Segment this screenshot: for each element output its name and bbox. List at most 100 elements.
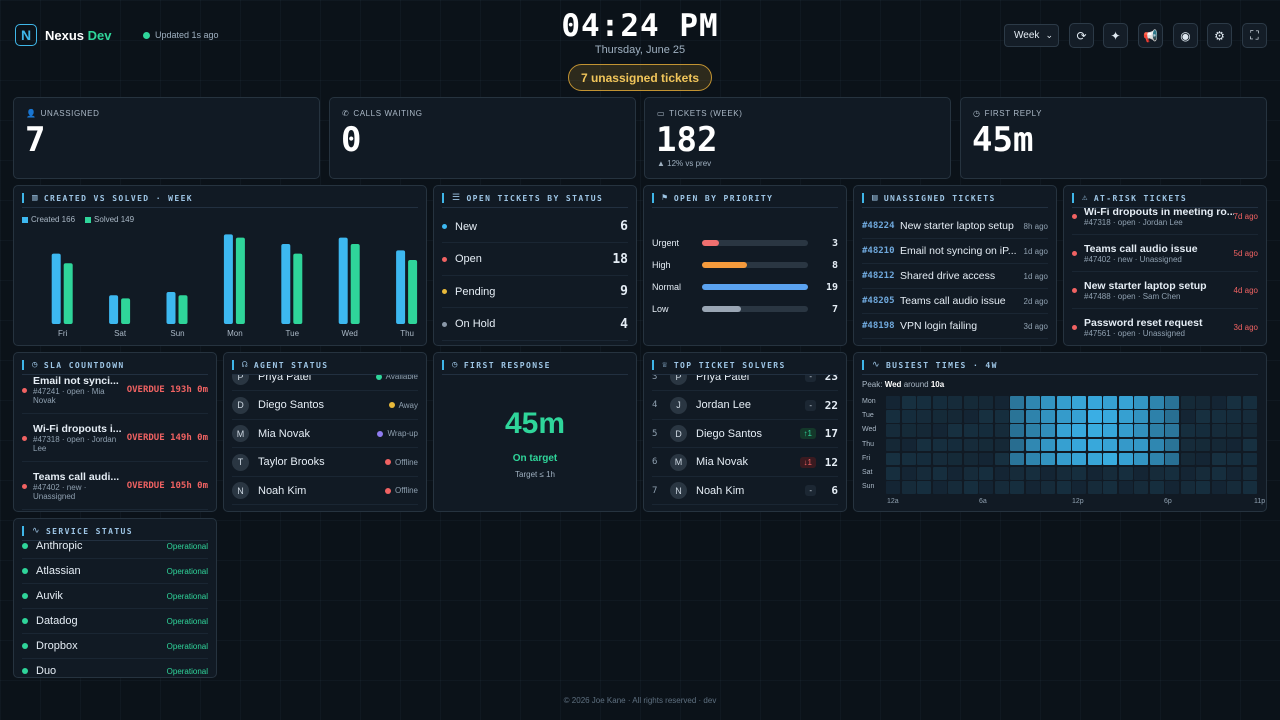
priority-row[interactable]: High 8 (652, 258, 838, 272)
at-risk-ticket-row[interactable]: Password reset request #47561 · open · U… (1072, 309, 1258, 345)
unassigned-ticket-row[interactable]: #48198 VPN login failing 3d ago (862, 314, 1048, 339)
service-name: Dropbox (36, 640, 78, 652)
priority-row[interactable]: Urgent 3 (652, 236, 838, 250)
status-row[interactable]: Pending 9 (442, 276, 628, 308)
heatmap-cell (917, 452, 931, 466)
fullscreen-button[interactable]: ⛶ (1242, 23, 1267, 48)
service-status: Operational (166, 616, 208, 626)
timer-icon: ◷ (452, 360, 459, 370)
priority-bar-track (702, 262, 808, 268)
solver-row[interactable]: 4 J Jordan Lee - 22 (652, 392, 838, 420)
solvers-title: TOP TICKET SOLVERS (673, 360, 786, 370)
avatar: D (232, 396, 249, 414)
unassigned-ticket-row[interactable]: #48212 Shared drive access 1d ago (862, 264, 1048, 289)
heatmap-cell (948, 452, 962, 466)
service-row[interactable]: Duo Operational (22, 659, 208, 677)
range-select[interactable]: Week ⌄ (1004, 24, 1059, 47)
solver-row[interactable]: 7 N Noah Kim - 6 (652, 477, 838, 506)
heatmap-cell (979, 424, 993, 437)
kpi-value: 7 (25, 120, 46, 160)
heatmap-cell (1211, 424, 1226, 437)
agent-row[interactable]: T Taylor Brooks Offline (232, 449, 418, 477)
bar-solved-sun (178, 295, 188, 324)
service-status: Operational (166, 666, 208, 676)
megaphone-button[interactable]: 📢 (1138, 23, 1163, 48)
ticket-subject: Wi-Fi dropouts in meeting ro... (1084, 205, 1234, 218)
solver-row[interactable]: 6 M Mia Novak ↓1 12 (652, 449, 838, 477)
heatmap-cell (1196, 452, 1210, 466)
agent-row[interactable]: D Diego Santos Away (232, 392, 418, 420)
status-row[interactable]: On Hold 4 (442, 309, 628, 341)
heatmap-cell (1211, 396, 1226, 409)
heatmap-cell (994, 467, 1009, 480)
service-row[interactable]: Datadog Operational (22, 609, 208, 634)
heatmap-cell (1072, 467, 1086, 480)
refresh-button[interactable]: ⟳ (1069, 23, 1094, 48)
priority-bar-fill (702, 306, 742, 312)
priority-count: 8 (831, 259, 838, 271)
agent-name: Diego Santos (258, 399, 325, 412)
magic-wand-button[interactable]: ✦ (1103, 23, 1128, 48)
heatmap-day-label: Sun (862, 483, 875, 491)
camera-button[interactable]: ◉ (1173, 23, 1198, 48)
priority-row[interactable]: Normal 19 (652, 280, 838, 294)
heatmap-cell (1211, 410, 1226, 423)
bar-created-tue (281, 244, 291, 324)
heatmap-cell (963, 467, 978, 480)
warning-icon: ⚠ (1082, 193, 1089, 203)
at-risk-ticket-row[interactable]: Wi-Fi dropouts in meeting ro... #47318 ·… (1072, 198, 1258, 235)
first-response-title: FIRST RESPONSE (463, 360, 551, 370)
timer-icon: ◷ (32, 360, 39, 370)
status-row[interactable]: New 6 (442, 211, 628, 243)
sla-ticket-row[interactable]: Teams call audi... #47402 · new · Unassi… (22, 463, 208, 510)
at-risk-tickets-panel: ⚠ AT-RISK TICKETS Wi-Fi dropouts in meeti… (1063, 185, 1267, 346)
agent-row[interactable]: N Noah Kim Offline (232, 477, 418, 506)
kpi-icon: 👤 (26, 109, 37, 118)
service-row[interactable]: Auvik Operational (22, 584, 208, 609)
heatmap-cell (1041, 452, 1055, 466)
ticket-id: #48198 (862, 321, 895, 331)
heatmap-cell (1010, 410, 1024, 423)
heatmap-cell (901, 452, 916, 466)
inbox-icon: ▤ (872, 193, 879, 203)
risk-dot-icon (22, 483, 27, 489)
status-row[interactable]: Open 18 (442, 244, 628, 276)
gear-button[interactable]: ⚙ (1207, 23, 1232, 48)
heatmap-cell (932, 452, 947, 466)
heatmap-cell (1010, 452, 1024, 466)
priority-label: Normal (652, 282, 682, 292)
sla-ticket-row[interactable]: Wi-Fi dropouts i... #47318 · open · Jord… (22, 415, 208, 462)
ticket-id: #48205 (862, 296, 895, 306)
solver-row[interactable]: 5 D Diego Santos ↑1 17 (652, 420, 838, 449)
service-name: Auvik (36, 590, 63, 602)
unassigned-alert-pill[interactable]: 7 unassigned tickets (568, 64, 712, 91)
heatmap-cell (1118, 438, 1133, 452)
solver-rank: 6 (652, 457, 658, 468)
bar-created-mon (223, 234, 233, 324)
heatmap-cell (932, 396, 947, 409)
priority-row[interactable]: Low 7 (652, 302, 838, 316)
priority-label: Low (652, 304, 669, 314)
status-dot-icon (442, 289, 447, 294)
unassigned-ticket-row[interactable]: #48224 New starter laptop setup 8h ago (862, 214, 1048, 239)
heatmap-cell (886, 438, 900, 452)
heatmap-cell (1103, 481, 1117, 494)
sla-overdue: OVERDUE 193h 0m (126, 385, 208, 395)
solver-rank: 3 (652, 371, 658, 382)
sla-ticket-row[interactable]: Email not synci... #47241 · open · Mia N… (22, 367, 208, 414)
agent-name: Mia Novak (258, 427, 310, 440)
heatmap-cell (1227, 452, 1241, 466)
heatmap-cell (1196, 467, 1210, 480)
service-row[interactable]: Dropbox Operational (22, 634, 208, 659)
agent-row[interactable]: M Mia Novak Wrap-up (232, 420, 418, 449)
heatmap-cell (963, 424, 978, 437)
service-row[interactable]: Anthropic Operational (22, 534, 208, 559)
flag-icon: ⚑ (662, 193, 669, 203)
service-row[interactable]: Atlassian Operational (22, 559, 208, 584)
heatmap-cell (1041, 438, 1055, 452)
at-risk-ticket-row[interactable]: Teams call audio issue #47402 · new · Un… (1072, 235, 1258, 272)
unassigned-ticket-row[interactable]: #48210 Email not syncing on iP... 1d ago (862, 239, 1048, 264)
heatmap-cell (1056, 438, 1071, 452)
at-risk-ticket-row[interactable]: New starter laptop setup #47488 · open ·… (1072, 272, 1258, 309)
unassigned-ticket-row[interactable]: #48205 Teams call audio issue 2d ago (862, 289, 1048, 314)
